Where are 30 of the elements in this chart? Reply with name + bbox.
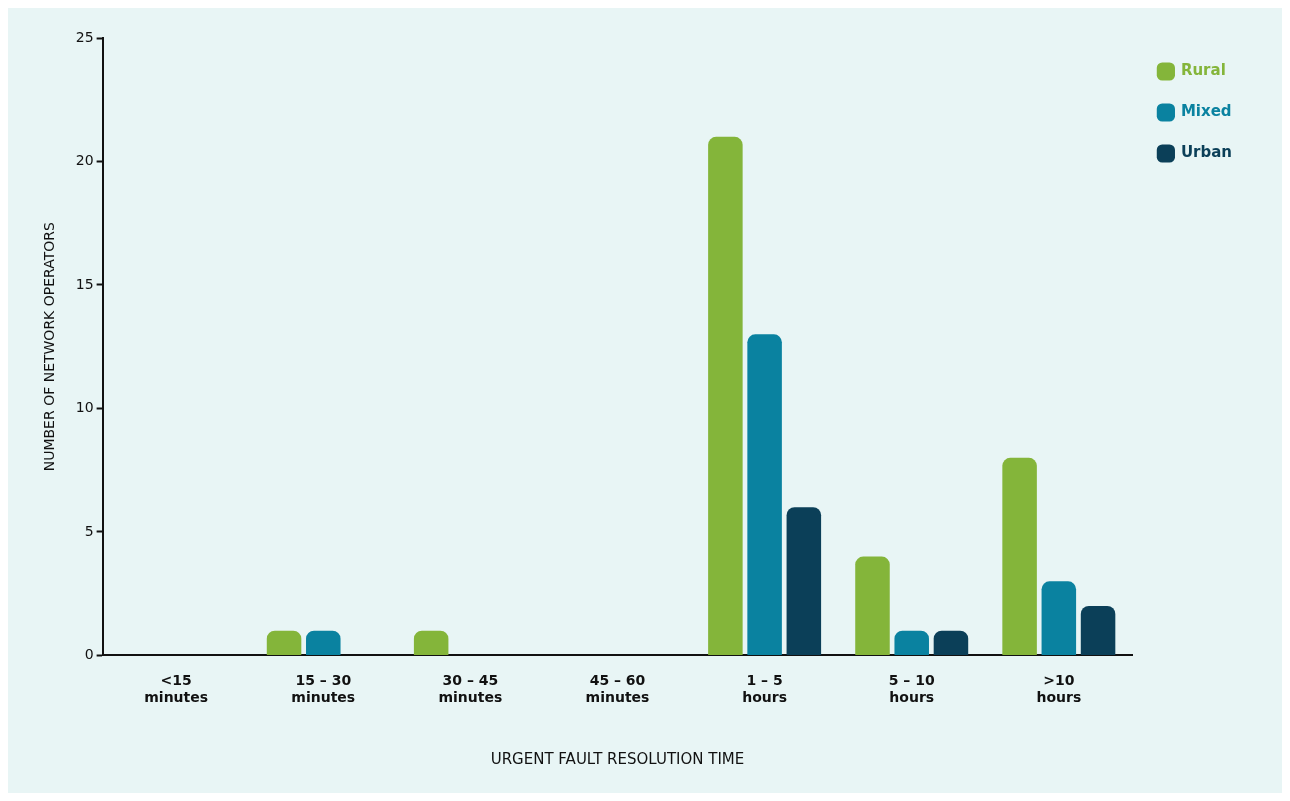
y-tick-label: 20	[75, 152, 94, 169]
bar	[708, 136, 743, 655]
x-tick-label: 45 – 60 minutes	[585, 672, 650, 706]
legend-label: Rural	[1180, 61, 1226, 80]
bar	[1041, 581, 1077, 655]
x-tick-label: 1 – 5 hours	[742, 672, 788, 706]
y-tick-label: 10	[75, 399, 94, 416]
bar	[747, 334, 782, 655]
bar	[894, 630, 929, 655]
legend-label: Urban	[1180, 143, 1233, 162]
x-tick-label: 5 – 10 hours	[888, 672, 935, 706]
bar	[1002, 457, 1037, 655]
x-tick-label: <15 minutes	[144, 672, 209, 706]
x-tick-label: 30 – 45 minutes	[438, 672, 503, 706]
y-tick-label: 0	[84, 646, 94, 663]
x-tick-label: >10 hours	[1036, 672, 1082, 706]
legend-label: Mixed	[1180, 102, 1232, 121]
bar	[786, 507, 822, 655]
bar	[855, 556, 890, 655]
x-axis-title: URGENT FAULT RESOLUTION TIME	[490, 749, 745, 768]
bar	[266, 630, 302, 655]
y-axis-title: NUMBER OF NETWORK OPERATORS	[41, 222, 58, 472]
bar	[306, 630, 341, 655]
bar	[933, 630, 969, 655]
y-tick-label: 25	[75, 28, 94, 45]
bar	[413, 630, 449, 655]
y-tick-label: 5	[84, 522, 94, 539]
y-tick-label: 15	[75, 275, 94, 292]
x-tick-label: 15 – 30 minutes	[291, 672, 356, 706]
bar	[1080, 606, 1116, 655]
